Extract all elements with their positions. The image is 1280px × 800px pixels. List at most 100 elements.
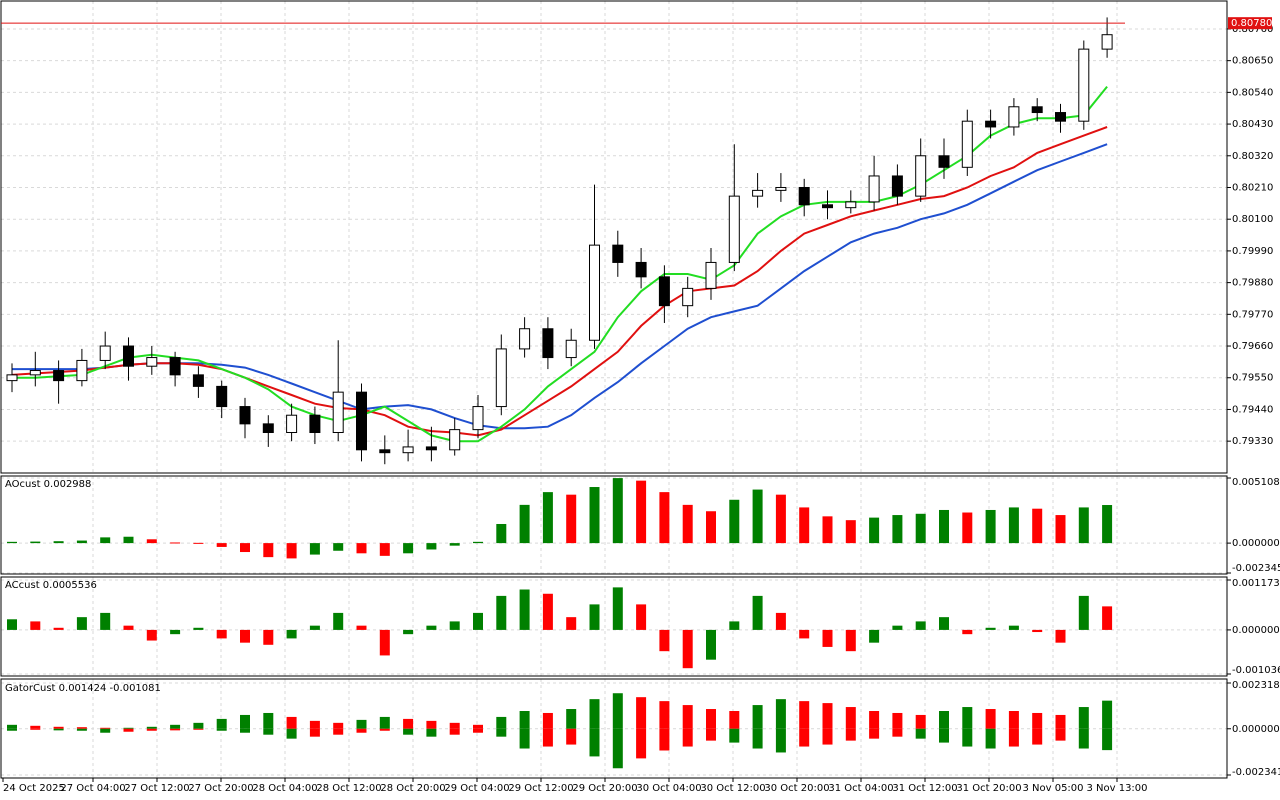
candle-body [286, 414, 298, 434]
candle-body [868, 175, 880, 203]
gator-lower-bar [519, 728, 530, 749]
candle-body [29, 370, 41, 376]
gator-upper-bar [542, 712, 553, 729]
histogram-bar [845, 520, 856, 544]
candle-body [589, 244, 600, 341]
histogram-bar [729, 621, 740, 630]
histogram-bar [30, 541, 41, 544]
candle-body [472, 406, 484, 431]
candle-body [1055, 112, 1066, 122]
candle-body [216, 385, 228, 408]
histogram-bar [309, 625, 320, 630]
y-tick-label: 0.79770 [1232, 309, 1273, 320]
gator-upper-bar [53, 726, 64, 729]
histogram-bar [193, 627, 204, 630]
histogram-bar [146, 539, 157, 544]
gator-lower-bar [170, 728, 181, 731]
gator-lower-bar [659, 728, 670, 751]
candle-body [752, 189, 764, 197]
gator-upper-bar [682, 705, 693, 729]
gator-upper-bar [496, 716, 507, 729]
gator-upper-bar [659, 701, 670, 729]
candle-body [915, 155, 927, 197]
histogram-bar [1008, 507, 1019, 544]
gator-upper-bar [216, 718, 227, 729]
gator-upper-bar [566, 709, 577, 729]
histogram-bar [240, 543, 250, 553]
candle-body [123, 345, 134, 367]
candle-body [6, 374, 18, 382]
histogram-bar [333, 543, 344, 551]
gator-upper-bar [193, 722, 204, 729]
candle-body [705, 261, 717, 289]
histogram-bar [216, 629, 227, 639]
panel-frame [0, 576, 1228, 677]
gator-lower-bar [473, 728, 483, 733]
histogram-bar [170, 542, 181, 544]
histogram-bar [309, 543, 320, 555]
candle-body [985, 120, 997, 128]
y-tick-label: 0.80100 [1232, 214, 1273, 225]
histogram-bar [775, 612, 786, 630]
histogram-bar [379, 629, 390, 656]
y-tick-label: -0.002341 [1232, 767, 1280, 778]
histogram-bar [589, 487, 600, 544]
gator-lower-bar [240, 728, 250, 733]
gator-lower-bar [869, 728, 880, 739]
histogram-bar [1078, 595, 1089, 630]
gator-lower-bar [379, 728, 390, 731]
gator-lower-bar [309, 728, 320, 737]
histogram-bar [100, 537, 111, 544]
y-tick-label: 0.80760 [1232, 24, 1273, 35]
candle-body [938, 155, 950, 168]
histogram-bar [869, 629, 880, 643]
gator-upper-bar [775, 699, 786, 729]
histogram-bar [1032, 629, 1043, 633]
candle-body [635, 261, 647, 278]
x-tick-label: 31 Oct 20:00 [956, 783, 1021, 794]
histogram-bar [123, 536, 134, 544]
y-tick-label: 0.79550 [1232, 373, 1273, 384]
histogram-bar [1008, 625, 1019, 630]
x-tick-label: 31 Oct 04:00 [828, 783, 893, 794]
gator-lower-bar [845, 728, 856, 741]
gator-lower-bar [7, 728, 17, 731]
gator-upper-bar [30, 725, 41, 729]
gator-upper-bar [7, 724, 17, 729]
y-tick-label: 0.80210 [1232, 182, 1273, 193]
gator-lower-bar [496, 728, 507, 737]
gator-upper-bar [589, 699, 600, 729]
histogram-bar [1078, 507, 1089, 544]
y-tick-label: -0.002345 [1232, 563, 1280, 574]
gator-upper-bar [962, 707, 973, 729]
histogram-bar [449, 543, 460, 546]
gator-lower-bar [123, 728, 134, 732]
y-tick-label: 0.79660 [1232, 341, 1273, 352]
gator-lower-bar [752, 728, 763, 749]
histogram-bar [939, 509, 949, 544]
gator-upper-bar [915, 714, 926, 729]
histogram-bar [915, 621, 926, 630]
gator-lower-bar [1102, 728, 1113, 751]
gator-upper-bar [379, 716, 390, 729]
x-tick-label: 30 Oct 04:00 [636, 783, 701, 794]
gator-upper-bar [1008, 711, 1019, 729]
gator-lower-bar [100, 728, 111, 733]
candle-body [658, 276, 670, 307]
y-tick-label: 0.80320 [1232, 151, 1273, 162]
histogram-bar [519, 504, 530, 544]
gator-lower-bar [892, 728, 903, 737]
current-price-box [1228, 17, 1272, 30]
gator-lower-bar [426, 728, 437, 737]
y-tick-label: 0.005108 [1232, 477, 1280, 488]
candle-body [612, 244, 624, 263]
gator-lower-bar [566, 728, 577, 745]
histogram-bar [53, 627, 64, 630]
histogram-bar [962, 629, 973, 635]
candle-body [53, 370, 65, 382]
gator-upper-bar [403, 718, 414, 729]
gator-lower-bar [1055, 728, 1066, 741]
gator-upper-bar [333, 722, 344, 729]
gator-lower-bar [30, 728, 41, 730]
